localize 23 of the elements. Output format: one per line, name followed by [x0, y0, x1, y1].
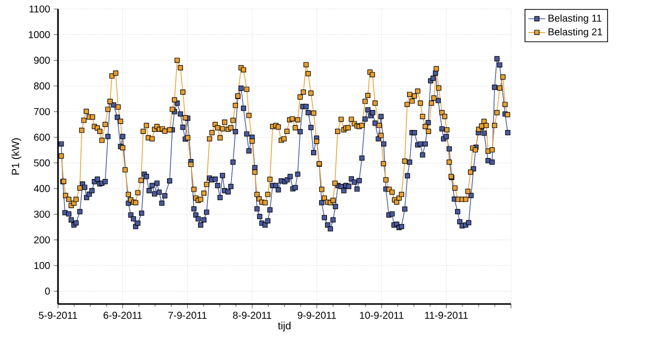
y-tick-label: 0 [45, 288, 50, 295]
x-tick-label: 8-9-2011 [233, 312, 272, 319]
y-tick-label: 700 [34, 108, 50, 116]
y-tick-label: 300 [34, 210, 50, 218]
y-tick-label: 600 [34, 134, 50, 141]
y-tick-label: 1100 [30, 5, 50, 13]
x-tick-label: 11-9-2011 [425, 312, 468, 319]
legend-label: Belasting 21 [548, 28, 602, 38]
y-axis-title: P1 (kW) [11, 138, 22, 175]
x-tick-label: 9-9-2011 [298, 312, 336, 319]
y-tick-label: 1000 [28, 31, 50, 38]
y-tick-label: 200 [34, 236, 50, 244]
y-tick-label: 800 [34, 82, 50, 90]
x-tick-label: 6-9-2011 [104, 312, 142, 319]
x-tick-label: 10-9-2011 [360, 312, 404, 319]
x-axis-title: tijd [278, 322, 291, 332]
x-tick-label: 5-9-2011 [38, 312, 78, 319]
y-tick-label: 500 [34, 159, 50, 166]
y-tick-label: 400 [34, 185, 50, 192]
y-tick-label: 100 [34, 262, 50, 270]
x-tick-label: 7-9-2011 [168, 312, 207, 319]
y-tick-label: 900 [34, 56, 50, 64]
legend-label: Belasting 11 [548, 14, 602, 24]
